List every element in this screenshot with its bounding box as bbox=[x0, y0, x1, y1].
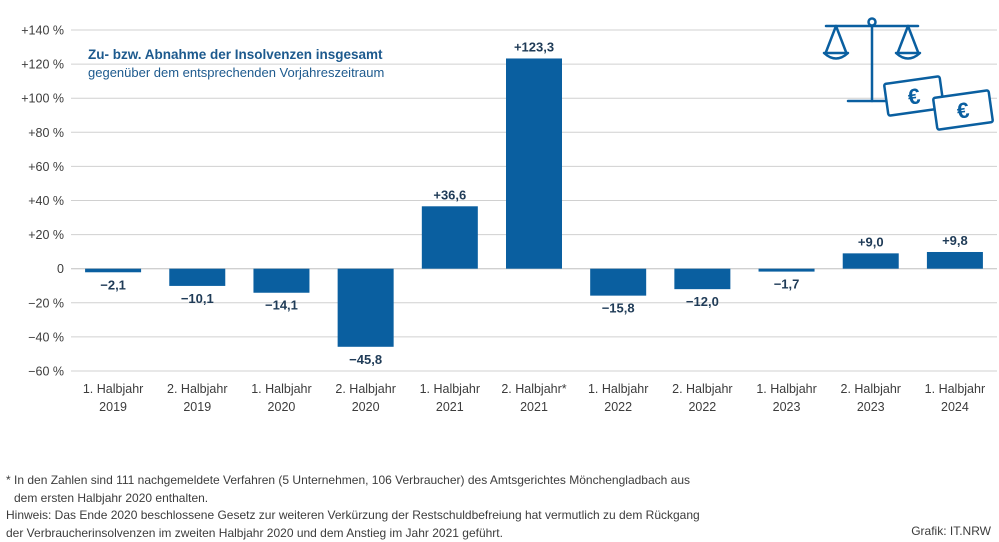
value-label: −12,0 bbox=[686, 294, 719, 309]
x-tick-label-period: 1. Halbjahr bbox=[420, 382, 480, 396]
y-tick-label: +140 % bbox=[21, 24, 64, 38]
value-label: −14,1 bbox=[265, 298, 298, 313]
value-label: +123,3 bbox=[514, 39, 554, 54]
x-tick-label-year: 2019 bbox=[183, 400, 211, 414]
x-tick-label-year: 2022 bbox=[604, 400, 632, 414]
scale-and-euro-banknotes-icon: € € bbox=[822, 17, 994, 131]
bar bbox=[926, 251, 983, 269]
x-tick-label-period: 2. Halbjahr bbox=[335, 382, 395, 396]
bar bbox=[337, 268, 394, 347]
x-tick-label-period: 2. Halbjahr bbox=[167, 382, 227, 396]
x-axis-tick-labels: 1. Halbjahr 2019 2. Halbjahr 2019 1. Halbjah… bbox=[83, 382, 985, 414]
x-tick-label-year: 2023 bbox=[857, 400, 885, 414]
y-tick-label: +60 % bbox=[28, 160, 64, 174]
bar bbox=[85, 268, 142, 273]
x-tick-label-year: 2023 bbox=[773, 400, 801, 414]
footnote-hint: Hinweis: Das Ende 2020 beschlossene Gese… bbox=[6, 508, 700, 522]
x-tick-label-year: 2020 bbox=[268, 400, 296, 414]
value-label: +9,0 bbox=[858, 234, 884, 249]
chart-subtitle: gegenüber dem entsprechenden Vorjahresze… bbox=[88, 65, 384, 80]
footnote-asterisk: * In den Zahlen sind 111 nachgemeldete V… bbox=[6, 473, 690, 487]
y-tick-label: +40 % bbox=[28, 194, 64, 208]
value-label: −45,8 bbox=[349, 352, 382, 367]
y-tick-label: +100 % bbox=[21, 92, 64, 106]
x-tick-label-year: 2021 bbox=[520, 400, 548, 414]
value-label: +36,6 bbox=[433, 187, 466, 202]
x-tick-label-year: 2022 bbox=[688, 400, 716, 414]
graphic-credit: Grafik: IT.NRW bbox=[911, 524, 991, 538]
x-tick-label-year: 2021 bbox=[436, 400, 464, 414]
value-label: −1,7 bbox=[774, 277, 800, 292]
value-label: +9,8 bbox=[942, 233, 968, 248]
bar bbox=[674, 268, 731, 290]
footnotes: * In den Zahlen sind 111 nachgemeldete V… bbox=[6, 472, 700, 542]
x-tick-label-period: 1. Halbjahr bbox=[251, 382, 311, 396]
value-label: −15,8 bbox=[602, 301, 635, 316]
x-tick-label-year: 2024 bbox=[941, 400, 969, 414]
y-tick-label: −20 % bbox=[28, 296, 64, 310]
svg-text:€: € bbox=[906, 83, 922, 109]
bar bbox=[590, 268, 647, 296]
x-tick-label-year: 2019 bbox=[99, 400, 127, 414]
value-label: −10,1 bbox=[181, 291, 214, 306]
value-labels: −2,1 −10,1 −14,1 −45,8 +36,6 +123,3 −15,8 −12,0… bbox=[100, 39, 967, 366]
svg-text:€: € bbox=[955, 97, 971, 123]
footnote-hint-cont: der Verbraucherinsolvenzen im zweiten Ha… bbox=[6, 525, 503, 540]
insolvency-change-bar-chart: +140 % +120 % +100 % +80 % +60 % +40 % +20 % 0 −… bbox=[21, 17, 997, 414]
footnote-asterisk-cont: dem ersten Halbjahr 2020 enthalten. bbox=[14, 490, 209, 505]
x-tick-label-period: 2. Halbjahr bbox=[841, 382, 901, 396]
bar bbox=[842, 253, 899, 269]
bar bbox=[169, 268, 226, 286]
x-tick-label-period: 1. Halbjahr bbox=[83, 382, 143, 396]
y-tick-label: −40 % bbox=[28, 330, 64, 344]
x-tick-label-period: 2. Halbjahr bbox=[672, 382, 732, 396]
y-tick-label: −60 % bbox=[28, 365, 64, 379]
bar bbox=[506, 58, 562, 269]
chart-title: Zu- bzw. Abnahme der Insolvenzen insgesa… bbox=[88, 47, 383, 62]
y-axis-tick-labels: +140 % +120 % +100 % +80 % +60 % +40 % +20 % 0 −… bbox=[21, 24, 64, 379]
bar bbox=[758, 268, 815, 272]
x-tick-label-period: 1. Halbjahr bbox=[925, 382, 985, 396]
x-tick-label-year: 2020 bbox=[352, 400, 380, 414]
bar bbox=[253, 268, 310, 293]
x-tick-label-period: 1. Halbjahr bbox=[588, 382, 648, 396]
y-tick-label: +120 % bbox=[21, 58, 64, 72]
value-label: −2,1 bbox=[100, 277, 126, 292]
x-tick-label-period: 1. Halbjahr bbox=[756, 382, 816, 396]
y-tick-label: 0 bbox=[57, 262, 64, 276]
bars bbox=[85, 58, 983, 347]
y-tick-label: +80 % bbox=[28, 126, 64, 140]
x-tick-label-period: 2. Halbjahr* bbox=[501, 382, 566, 396]
bar bbox=[421, 206, 478, 269]
y-tick-label: +20 % bbox=[28, 228, 64, 242]
